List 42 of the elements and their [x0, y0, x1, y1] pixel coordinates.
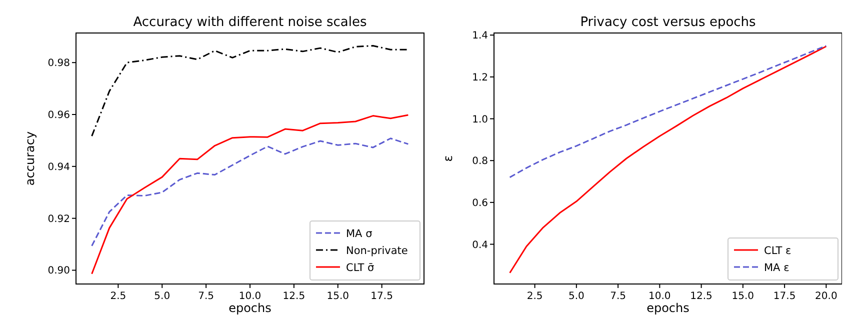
x-tick-label: 17.5	[773, 291, 796, 302]
x-tick-label: 15.0	[326, 291, 350, 302]
x-tick-label: 7.5	[198, 291, 214, 302]
chart-title: Accuracy with different noise scales	[133, 15, 367, 30]
y-tick-label: 0.6	[472, 198, 488, 209]
line-series	[91, 138, 409, 247]
line-series	[91, 114, 409, 275]
legend-label: CLT ε	[764, 245, 792, 257]
x-tick-label: 20.0	[815, 291, 838, 302]
y-tick-label: 0.98	[48, 58, 70, 70]
y-axis-title: accuracy	[23, 131, 37, 186]
x-tick-label: 10.0	[238, 291, 262, 302]
legend-label: MA ε	[764, 262, 790, 274]
legend-label: MA σ	[346, 228, 373, 240]
line-series	[509, 45, 827, 178]
line-series	[91, 44, 409, 137]
x-tick-label: 2.5	[526, 291, 543, 302]
x-tick-label: 15.0	[732, 291, 754, 302]
y-tick-label: 1.0	[472, 114, 488, 126]
line-series	[509, 46, 827, 274]
x-tick-label: 7.5	[610, 291, 626, 302]
x-tick-label: 17.5	[370, 291, 393, 302]
y-tick-label: 1.2	[472, 72, 488, 84]
x-axis-title: epochs	[646, 301, 690, 315]
y-tick-label: 0.92	[48, 214, 70, 225]
legend-label: CLT σ̄	[346, 262, 374, 274]
chart-title: Privacy cost versus epochs	[580, 15, 756, 30]
x-tick-label: 5.0	[568, 291, 584, 302]
y-tick-label: 0.4	[472, 240, 488, 251]
legend-label: Non-private	[346, 245, 408, 257]
x-tick-label: 12.5	[282, 291, 306, 302]
y-tick-label: 1.4	[472, 30, 488, 42]
x-tick-label: 2.5	[110, 291, 126, 302]
x-tick-label: 10.0	[648, 291, 671, 302]
x-tick-label: 12.5	[690, 291, 712, 302]
x-axis-title: epochs	[228, 301, 272, 315]
y-axis-title: ε	[441, 155, 455, 162]
y-tick-label: 0.90	[48, 266, 70, 277]
y-tick-label: 0.94	[48, 162, 70, 173]
y-tick-label: 0.8	[472, 156, 488, 168]
y-tick-label: 0.96	[48, 110, 70, 122]
x-tick-label: 5.0	[154, 291, 170, 302]
